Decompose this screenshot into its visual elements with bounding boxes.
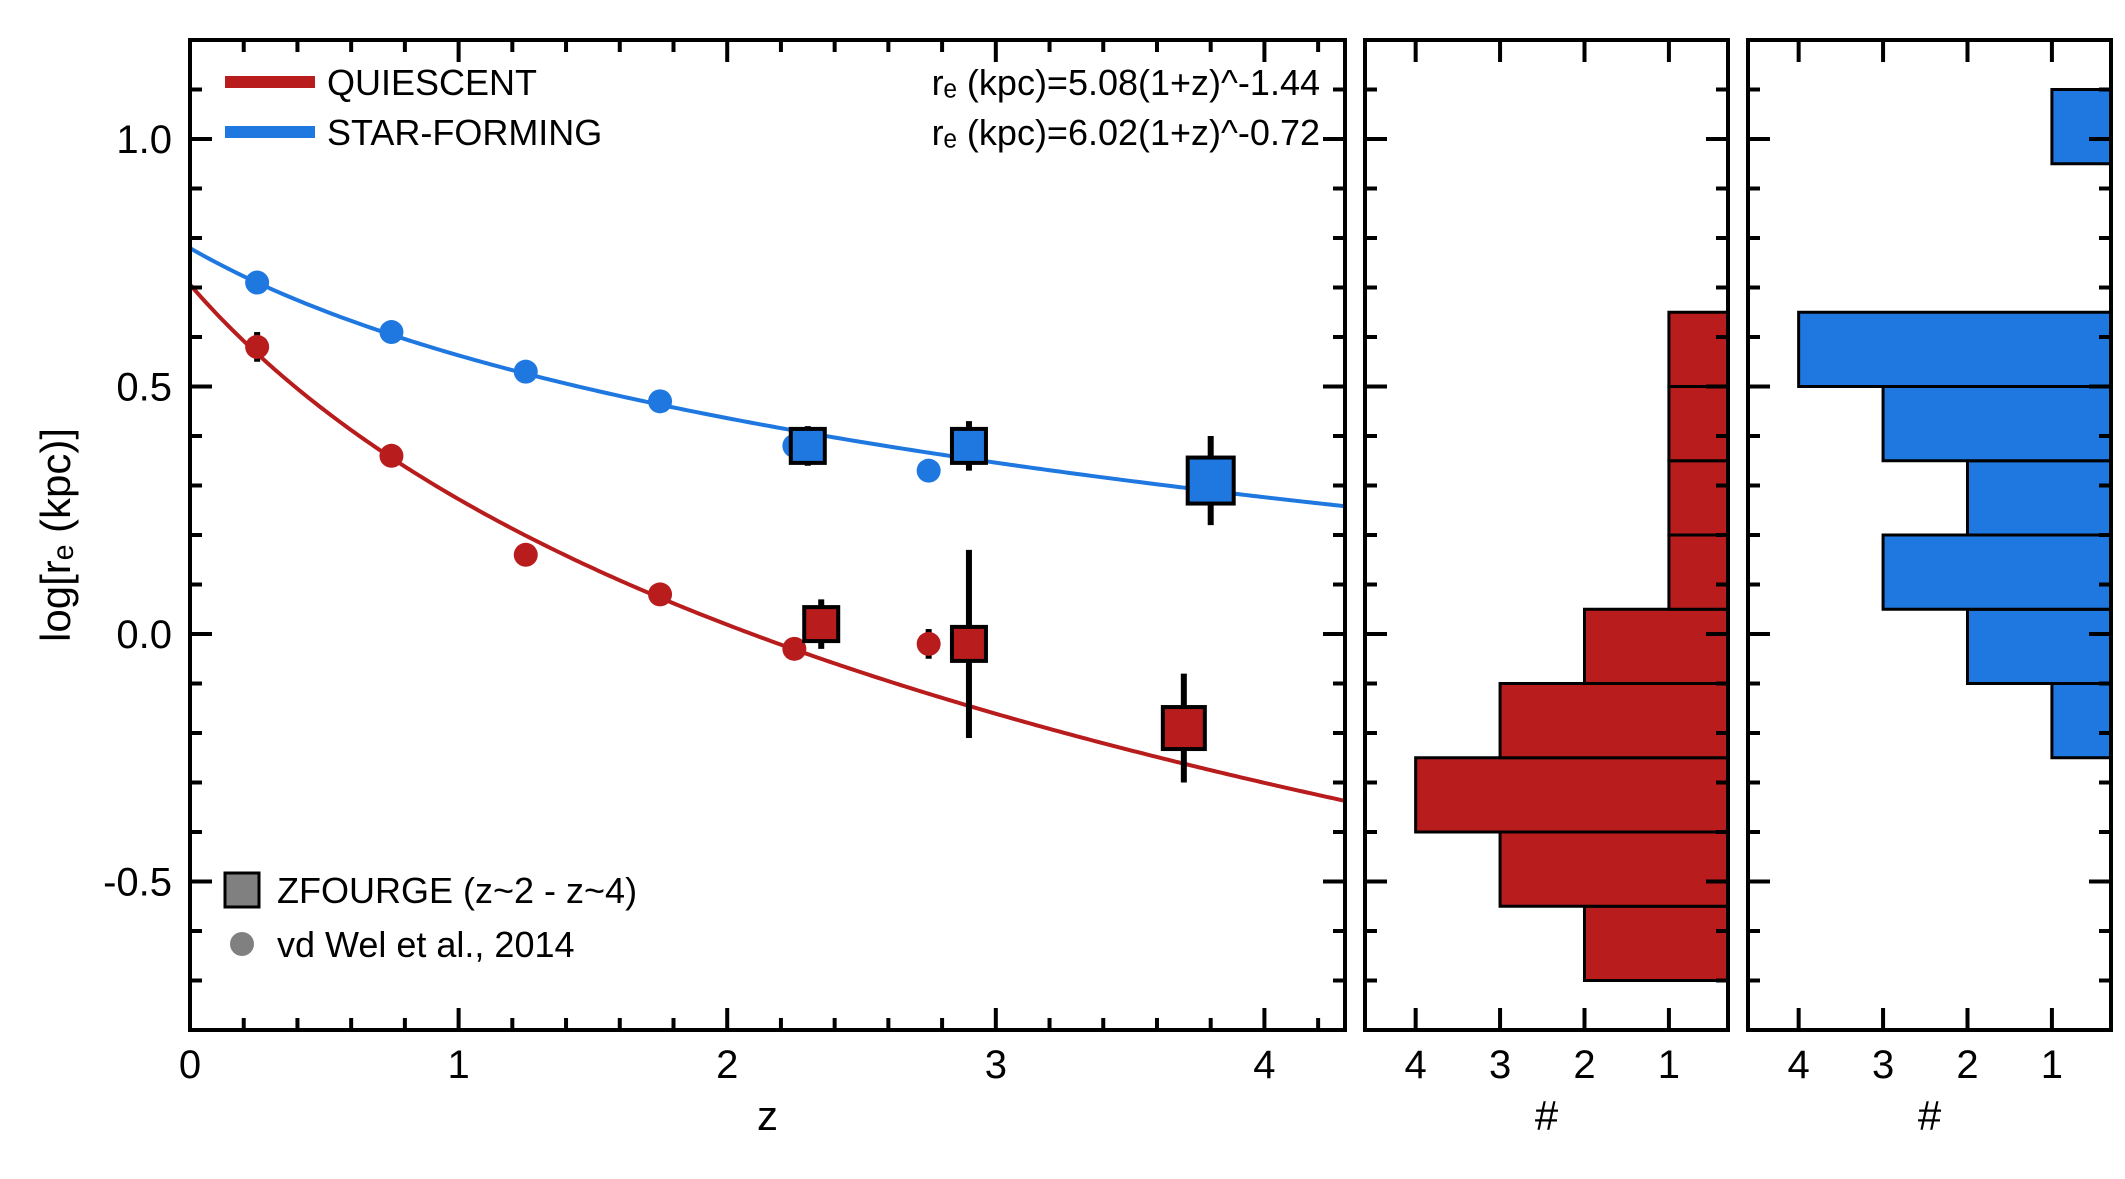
x-tick-label: 0	[179, 1043, 201, 1087]
hist-x-label: #	[1918, 1092, 1942, 1139]
y-axis-label: log[rₑ (kpc)]	[32, 428, 79, 642]
hist-tick-label: 1	[2041, 1043, 2063, 1087]
hist-tick-label: 4	[1405, 1043, 1427, 1087]
hist-tick-label: 1	[1658, 1043, 1680, 1087]
hist-tick-label: 2	[1956, 1043, 1978, 1087]
equation-2: rₑ (kpc)=6.02(1+z)^-0.72	[932, 112, 1320, 153]
y-tick-label: 1.0	[116, 118, 172, 162]
hist-tick-label: 4	[1788, 1043, 1810, 1087]
y-tick-label: -0.5	[103, 861, 172, 905]
x-tick-label: 4	[1253, 1043, 1275, 1087]
hist-tick-label: 2	[1573, 1043, 1595, 1087]
hist-tick-label: 3	[1489, 1043, 1511, 1087]
figure-root: 0 1 2 3 4 -0.5 0.0 0.5 1.0 z log[rₑ (kpc)] QUIESCEN…	[0, 0, 2125, 1179]
equation-1: rₑ (kpc)=5.08(1+z)^-1.44	[932, 62, 1320, 103]
legend-square-label: ZFOURGE (z~2 - z~4)	[277, 870, 637, 911]
legend-label: QUIESCENT	[327, 62, 537, 103]
y-tick-label: 0.0	[116, 613, 172, 657]
legend-label: STAR-FORMING	[327, 112, 602, 153]
x-tick-label: 1	[447, 1043, 469, 1087]
x-tick-label: 3	[985, 1043, 1007, 1087]
hist-x-label: #	[1535, 1092, 1559, 1139]
x-axis-label: z	[757, 1092, 778, 1139]
y-tick-label: 0.5	[116, 366, 172, 410]
legend-circle-label: vd Wel et al., 2014	[277, 924, 575, 965]
hist-tick-label: 3	[1872, 1043, 1894, 1087]
x-tick-label: 2	[716, 1043, 738, 1087]
